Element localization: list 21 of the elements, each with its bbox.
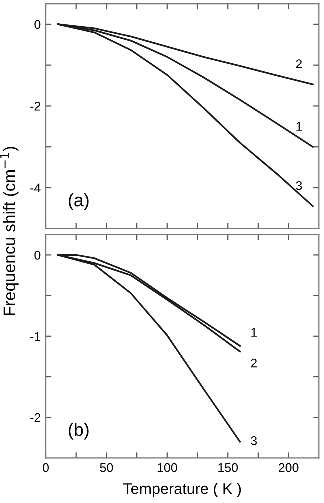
y-axis-title: Frequencu shift (cm$^{−1}$) — [0, 147, 19, 316]
x-tick-label: 50 — [100, 463, 114, 472]
series-label: 2 — [251, 358, 257, 368]
series-label: 1 — [252, 328, 257, 337]
x-tick-label: 0 — [43, 463, 49, 472]
x-tick-label: 100 — [158, 463, 178, 472]
x-tick-label: 200 — [278, 463, 299, 472]
x-axis-title: Temperature ( K ) — [123, 483, 242, 498]
y-tick-label: 0 — [34, 20, 41, 30]
annotation: (b) — [68, 423, 89, 440]
series-label: 2 — [296, 60, 302, 68]
y-tick-label: -2 — [30, 102, 41, 111]
series-label: 3 — [296, 181, 302, 190]
y-tick-label: -4 — [30, 184, 41, 193]
y-tick-label: -2 — [30, 413, 41, 422]
series-label: 3 — [251, 436, 258, 446]
annotation: (a) — [68, 193, 89, 210]
x-tick-label: 150 — [218, 463, 238, 472]
y-tick-label: 0 — [34, 251, 41, 260]
y-tick-label: -1 — [30, 332, 41, 341]
series-label: 1 — [296, 122, 302, 131]
